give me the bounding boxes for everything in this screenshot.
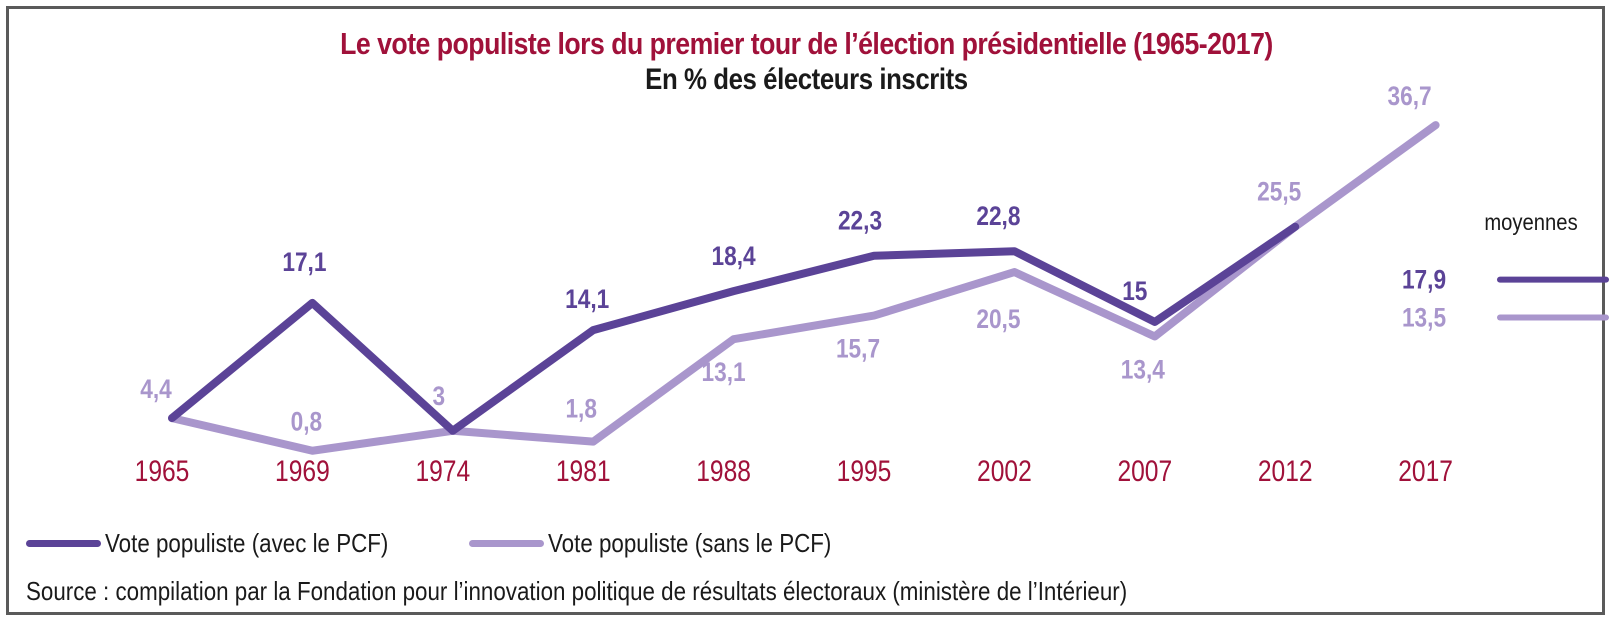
data-label: 22,8: [976, 201, 1020, 231]
x-tick-label: 1965: [135, 454, 190, 488]
data-label: 3: [432, 381, 445, 411]
data-label: 14,1: [565, 284, 609, 314]
x-tick-label: 1974: [415, 454, 470, 488]
data-label: 0,8: [291, 407, 323, 437]
data-label: 25,5: [1257, 177, 1301, 207]
x-tick-label: 1981: [556, 454, 611, 488]
legend-label-avec-pcf: Vote populiste (avec le PCF): [105, 527, 389, 558]
x-tick-label: 2017: [1398, 454, 1453, 488]
legend: Vote populiste (avec le PCF) Vote populi…: [26, 528, 935, 558]
data-label: 4,4: [140, 374, 172, 404]
average-value-label: 17,9: [1402, 265, 1446, 295]
data-label: 13,1: [702, 357, 746, 387]
x-tick-label: 2012: [1258, 454, 1313, 488]
legend-swatch-avec-pcf: [26, 539, 101, 547]
legend-item-sans-pcf: Vote populiste (sans le PCF): [468, 527, 878, 559]
data-label: 20,5: [976, 304, 1020, 334]
data-label: 1,8: [565, 394, 597, 424]
x-tick-label: 1995: [837, 454, 892, 488]
series-line-sans-pcf: [168, 121, 1440, 455]
series-line-avec-pcf: [168, 222, 1300, 435]
legend-item-avec-pcf: Vote populiste (avec le PCF): [26, 528, 435, 559]
data-label: 18,4: [712, 241, 756, 271]
data-label: 15: [1122, 276, 1147, 306]
averages-label: moyennes: [1484, 209, 1578, 236]
average-value-label: 13,5: [1402, 303, 1446, 333]
legend-label-sans-pcf: Vote populiste (sans le PCF): [547, 527, 831, 558]
data-label: 13,4: [1121, 355, 1165, 385]
legend-swatch-sans-pcf: [468, 539, 544, 547]
chart-subtitle: En % des électeurs inscrits: [645, 63, 968, 96]
data-label: 22,3: [838, 206, 882, 236]
chart-frame: [6, 6, 1605, 615]
x-tick-label: 2007: [1117, 454, 1172, 488]
source-note: Source : compilation par la Fondation po…: [26, 576, 1128, 606]
x-tick-label: 1969: [275, 454, 330, 488]
data-label: 36,7: [1388, 81, 1432, 111]
chart-title: Le vote populiste lors du premier tour d…: [340, 26, 1273, 61]
data-label: 15,7: [836, 334, 880, 364]
x-tick-label: 2002: [977, 454, 1032, 488]
data-label: 17,1: [282, 247, 326, 277]
x-tick-label: 1988: [696, 454, 751, 488]
